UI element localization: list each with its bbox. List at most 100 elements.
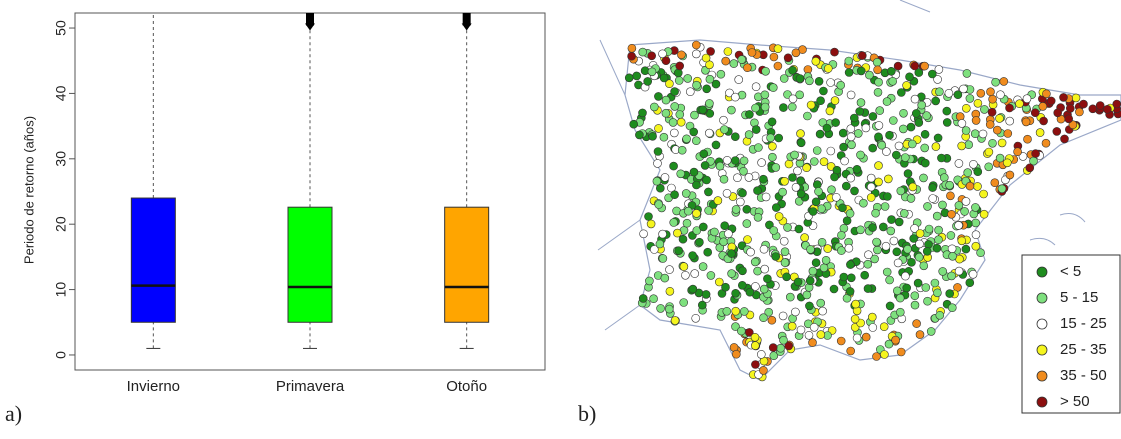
box	[130, 197, 176, 323]
station-dot	[670, 316, 680, 325]
station-dot	[971, 230, 981, 239]
station-dot	[757, 158, 766, 167]
station-dot	[868, 223, 877, 232]
box	[287, 206, 333, 323]
station-dot	[738, 266, 747, 276]
station-dot	[1060, 134, 1069, 144]
station-dot	[771, 203, 781, 212]
station-dot	[720, 125, 729, 134]
station-dot	[814, 77, 824, 86]
station-dot	[715, 161, 725, 171]
legend-label: < 5	[1060, 263, 1081, 280]
station-dot	[683, 74, 693, 83]
station-dot	[1042, 89, 1051, 99]
station-dot	[1015, 99, 1024, 108]
station-dot	[1005, 103, 1014, 113]
station-dot	[882, 97, 892, 106]
station-dot	[705, 60, 714, 70]
station-dot	[957, 236, 967, 246]
station-dot	[639, 229, 648, 239]
station-dot	[689, 167, 699, 177]
station-dot	[836, 336, 846, 346]
station-dot	[970, 129, 980, 138]
station-dot	[997, 184, 1007, 194]
station-dot	[806, 100, 816, 110]
station-dot	[999, 77, 1009, 86]
station-dot	[914, 118, 924, 127]
station-dot	[939, 173, 949, 182]
station-dot	[954, 221, 963, 230]
station-dot	[682, 134, 691, 144]
station-dot	[899, 109, 908, 118]
station-dot	[819, 86, 828, 96]
station-dot	[809, 157, 819, 166]
station-dot	[751, 282, 760, 291]
station-dot	[793, 277, 803, 287]
station-dot	[803, 111, 812, 121]
station-dot	[759, 244, 769, 254]
station-dot	[751, 360, 760, 369]
station-dot	[678, 234, 688, 244]
station-dot	[635, 130, 644, 140]
station-dot	[894, 141, 904, 151]
station-dot	[731, 306, 741, 316]
station-dot	[659, 73, 669, 83]
station-dot	[779, 74, 789, 83]
station-dot	[963, 168, 973, 177]
station-dot	[677, 145, 687, 155]
station-dot	[674, 246, 684, 255]
station-dot	[819, 263, 829, 273]
station-dot	[811, 56, 821, 66]
station-dot	[933, 75, 942, 84]
station-dot	[961, 244, 971, 254]
station-dot	[873, 65, 882, 75]
station-dot	[900, 153, 910, 162]
station-dot	[705, 74, 715, 84]
y-tick-label: 40	[53, 85, 69, 101]
station-dot	[669, 128, 679, 138]
station-dot	[655, 183, 665, 193]
station-dot	[906, 122, 916, 132]
station-dot	[945, 180, 954, 190]
station-dot	[768, 142, 777, 151]
station-dot	[753, 186, 762, 195]
station-dot	[759, 313, 768, 323]
station-dot	[903, 244, 912, 254]
station-dot	[1112, 99, 1121, 109]
station-dot	[986, 87, 995, 96]
outlier	[306, 13, 314, 26]
station-dot	[691, 49, 701, 59]
legend-marker	[1036, 266, 1048, 278]
station-dot	[739, 167, 748, 176]
station-dot	[825, 106, 835, 116]
station-dot	[691, 313, 701, 323]
station-dot	[857, 51, 867, 60]
station-dot	[874, 161, 883, 170]
station-dot	[737, 55, 747, 64]
station-dot	[649, 245, 659, 254]
station-dot	[629, 119, 639, 129]
station-dot	[744, 173, 754, 182]
station-dot	[664, 304, 674, 314]
station-dot	[849, 113, 859, 123]
station-dot	[907, 257, 916, 267]
station-dot	[796, 138, 806, 148]
station-dot	[945, 289, 955, 298]
station-dot	[660, 273, 670, 283]
station-dot	[809, 322, 819, 332]
station-dot	[768, 343, 778, 352]
station-dot	[978, 129, 988, 139]
station-dot	[643, 77, 653, 86]
station-dot	[992, 125, 1002, 135]
station-dot	[670, 102, 680, 111]
station-dot	[731, 288, 740, 298]
station-dot	[923, 202, 932, 211]
station-dot	[782, 272, 791, 282]
station-dot	[830, 96, 840, 105]
station-dot	[751, 125, 761, 134]
station-dot	[822, 123, 832, 133]
station-dot	[701, 53, 711, 63]
station-dot	[1039, 116, 1048, 126]
outlier	[461, 23, 472, 31]
station-dot	[995, 114, 1004, 123]
